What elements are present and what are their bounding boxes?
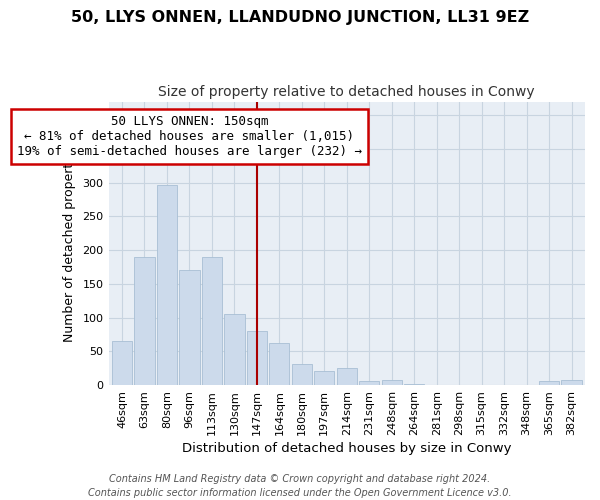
Title: Size of property relative to detached houses in Conwy: Size of property relative to detached ho… (158, 85, 535, 99)
Bar (292, 364, 312, 385)
Bar (359, 381, 379, 385)
Bar (179, 270, 200, 385)
Y-axis label: Number of detached properties: Number of detached properties (62, 145, 76, 342)
Text: 50, LLYS ONNEN, LLANDUDNO JUNCTION, LL31 9EZ: 50, LLYS ONNEN, LLANDUDNO JUNCTION, LL31… (71, 10, 529, 25)
X-axis label: Distribution of detached houses by size in Conwy: Distribution of detached houses by size … (182, 442, 512, 455)
Bar (269, 343, 289, 385)
Bar (202, 257, 222, 385)
Bar (112, 341, 132, 385)
Bar (562, 380, 581, 385)
Bar (404, 384, 424, 385)
Bar (337, 368, 357, 385)
Bar (157, 184, 177, 385)
Text: Contains HM Land Registry data © Crown copyright and database right 2024.
Contai: Contains HM Land Registry data © Crown c… (88, 474, 512, 498)
Bar (247, 331, 267, 385)
Bar (539, 381, 559, 385)
Text: 50 LLYS ONNEN: 150sqm
← 81% of detached houses are smaller (1,015)
19% of semi-d: 50 LLYS ONNEN: 150sqm ← 81% of detached … (17, 115, 362, 158)
Bar (314, 371, 334, 385)
Bar (382, 380, 402, 385)
Bar (134, 257, 155, 385)
Bar (224, 314, 245, 385)
